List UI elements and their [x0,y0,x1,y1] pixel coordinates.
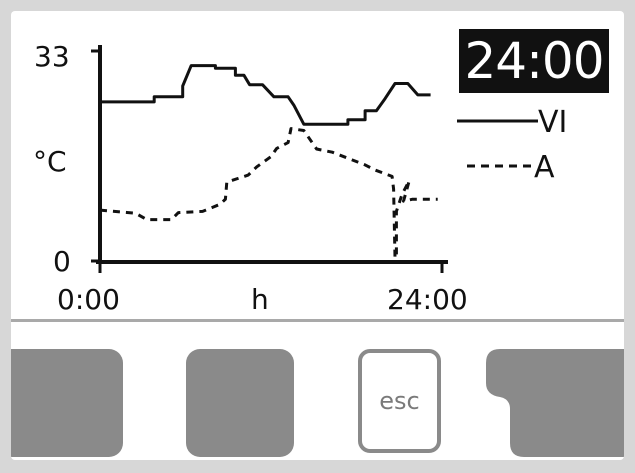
y-tick-label-bottom: 0 [53,245,71,278]
series-line-vi [100,64,431,126]
softkey-4-shape [486,349,624,457]
y-tick-label-top: 33 [34,40,70,73]
time-display: 24:00 [459,29,609,93]
x-tick-label-end: 24:00 [387,283,468,316]
esc-softkey[interactable]: esc [358,349,441,453]
divider-line [11,319,624,322]
legend-label-vi: VI [538,105,567,140]
softkey-4[interactable] [486,349,624,457]
temperature-graph: 33 °C 0 0:00 h 24:00 VI A [33,40,567,316]
x-unit-label: h [251,283,269,316]
series-line-a [99,127,438,260]
x-tick-label-start: 0:00 [57,283,120,316]
softkey-2[interactable] [186,349,294,457]
lcd-screen: 33 °C 0 0:00 h 24:00 VI A 24:00 esc [11,11,624,460]
esc-label: esc [379,387,420,415]
y-unit-label: °C [33,145,67,178]
legend-label-a: A [534,150,555,185]
softkey-1[interactable] [11,349,123,457]
series-layer [99,64,438,260]
